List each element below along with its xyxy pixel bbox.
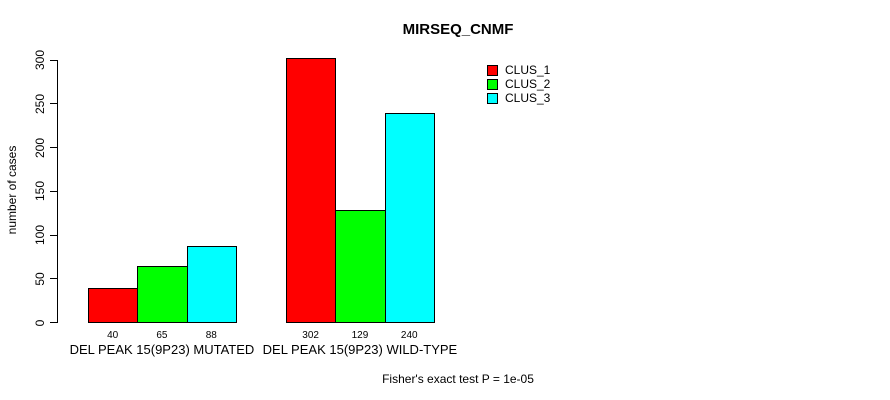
bar-clus_3-group2 <box>384 112 435 323</box>
y-tick-label: 150 <box>33 181 47 202</box>
y-tick <box>50 322 57 323</box>
bar-clus_1-group1 <box>88 287 139 323</box>
category-label-2: DEL PEAK 15(9P23) WILD-TYPE <box>262 342 458 357</box>
legend-item-clus_3: CLUS_3 <box>487 91 550 105</box>
legend-label: CLUS_2 <box>505 77 551 91</box>
bar-value-label: 129 <box>351 330 369 341</box>
y-tick <box>50 147 57 148</box>
bar-value-label: 65 <box>156 330 168 341</box>
y-tick-label: 250 <box>33 93 47 114</box>
bar-clus_2-group2 <box>335 209 386 323</box>
legend-swatch <box>487 78 498 90</box>
bar-value-label: 88 <box>205 330 217 341</box>
y-tick <box>50 234 57 236</box>
bar-value-label: 302 <box>302 330 319 341</box>
legend: CLUS_1 CLUS_2 CLUS_3 <box>487 63 550 105</box>
legend-label: CLUS_3 <box>505 91 551 105</box>
y-tick-label: 100 <box>33 224 47 246</box>
y-tick <box>50 103 57 105</box>
y-axis <box>57 59 58 323</box>
legend-item-clus_1: CLUS_1 <box>487 63 550 77</box>
legend-swatch <box>487 64 498 76</box>
y-tick-label: 300 <box>33 49 47 71</box>
y-axis-label: number of cases <box>5 145 19 235</box>
legend-swatch <box>487 92 498 104</box>
bar-value-label: 40 <box>107 330 119 341</box>
y-tick <box>50 190 57 192</box>
legend-label: CLUS_1 <box>505 63 551 77</box>
bar-clus_2-group1 <box>137 265 188 323</box>
legend-item-clus_2: CLUS_2 <box>487 77 550 91</box>
bar-value-label: 240 <box>400 330 418 341</box>
bar-clus_1-group2 <box>286 58 337 323</box>
y-tick-label: 50 <box>33 272 47 286</box>
category-label-1: DEL PEAK 15(9P23) MUTATED <box>69 342 255 357</box>
y-tick <box>50 278 57 280</box>
fisher-test-annotation: Fisher's exact test P = 1e-05 <box>382 372 534 386</box>
y-tick <box>50 59 57 61</box>
bar-clus_3-group1 <box>186 245 237 323</box>
y-tick-label: 0 <box>33 319 47 326</box>
y-tick-label: 200 <box>33 137 47 158</box>
chart-title: MIRSEQ_CNMF <box>402 21 514 38</box>
